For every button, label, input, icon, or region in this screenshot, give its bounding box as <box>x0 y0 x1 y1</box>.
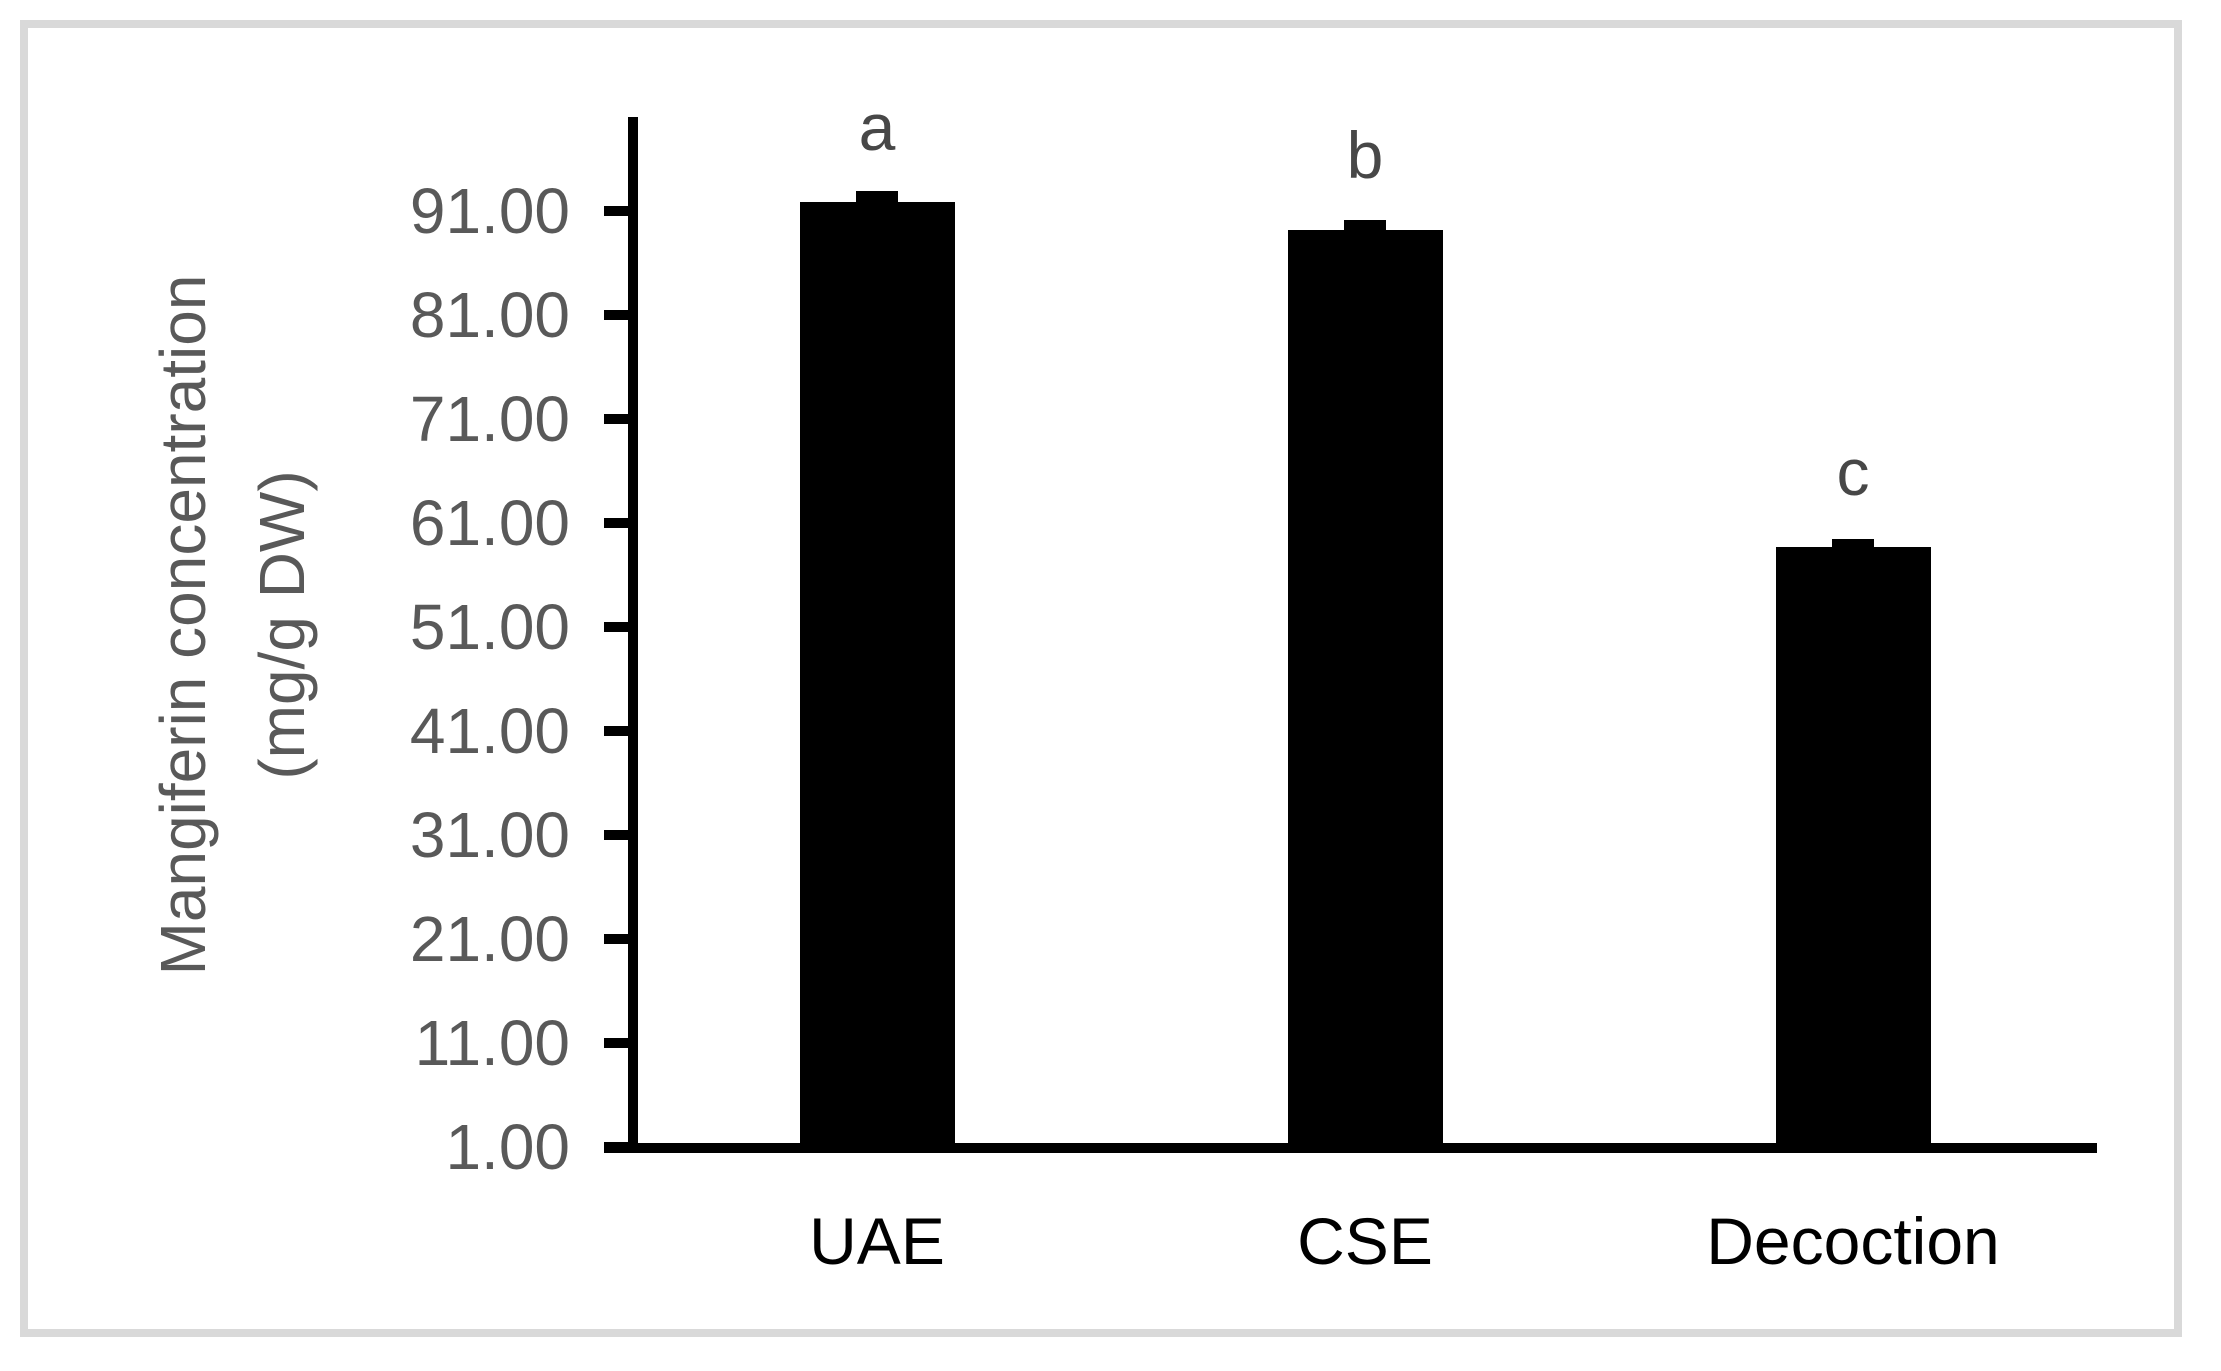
x-category-label: Decoction <box>1706 1204 2000 1278</box>
bar <box>1775 546 1931 1143</box>
y-tick-label: 11.00 <box>414 1006 570 1079</box>
chart-frame-border <box>20 20 2182 1337</box>
y-axis-title: Mangiferin concentration (mg/g DW) <box>134 65 332 1185</box>
y-tick-label: 21.00 <box>409 902 570 975</box>
y-tick <box>604 933 628 944</box>
y-tick-label: 41.00 <box>409 694 570 767</box>
error-bar <box>856 190 898 205</box>
y-tick-label: 31.00 <box>409 798 570 871</box>
y-axis-title-line2: (mg/g DW) <box>246 470 318 780</box>
error-bar <box>1832 539 1874 549</box>
x-axis-line <box>604 1143 2097 1153</box>
y-tick-label: 81.00 <box>409 278 570 351</box>
y-tick-label: 71.00 <box>409 382 570 455</box>
y-tick <box>604 517 628 528</box>
y-tick-label: 1.00 <box>445 1111 570 1183</box>
significance-letter: c <box>1836 434 1870 509</box>
x-category-label: CSE <box>1297 1204 1433 1278</box>
significance-letter: b <box>1346 118 1384 193</box>
y-tick-label: 91.00 <box>409 174 570 247</box>
y-tick-label: 51.00 <box>409 590 570 663</box>
bar <box>799 202 955 1143</box>
y-tick <box>604 309 628 320</box>
y-axis-title-line1: Mangiferin concentration <box>147 274 219 976</box>
x-category-label: UAE <box>809 1204 945 1278</box>
y-tick <box>604 621 628 632</box>
error-bar <box>1344 220 1386 233</box>
y-axis-line <box>628 117 638 1153</box>
y-tick <box>604 829 628 840</box>
y-tick <box>604 205 628 216</box>
y-tick <box>604 1037 628 1048</box>
significance-letter: a <box>858 90 896 165</box>
y-tick-label: 61.00 <box>409 486 570 559</box>
y-tick <box>604 413 628 424</box>
y-tick <box>604 725 628 736</box>
bar <box>1287 230 1443 1143</box>
y-tick <box>604 1142 628 1152</box>
